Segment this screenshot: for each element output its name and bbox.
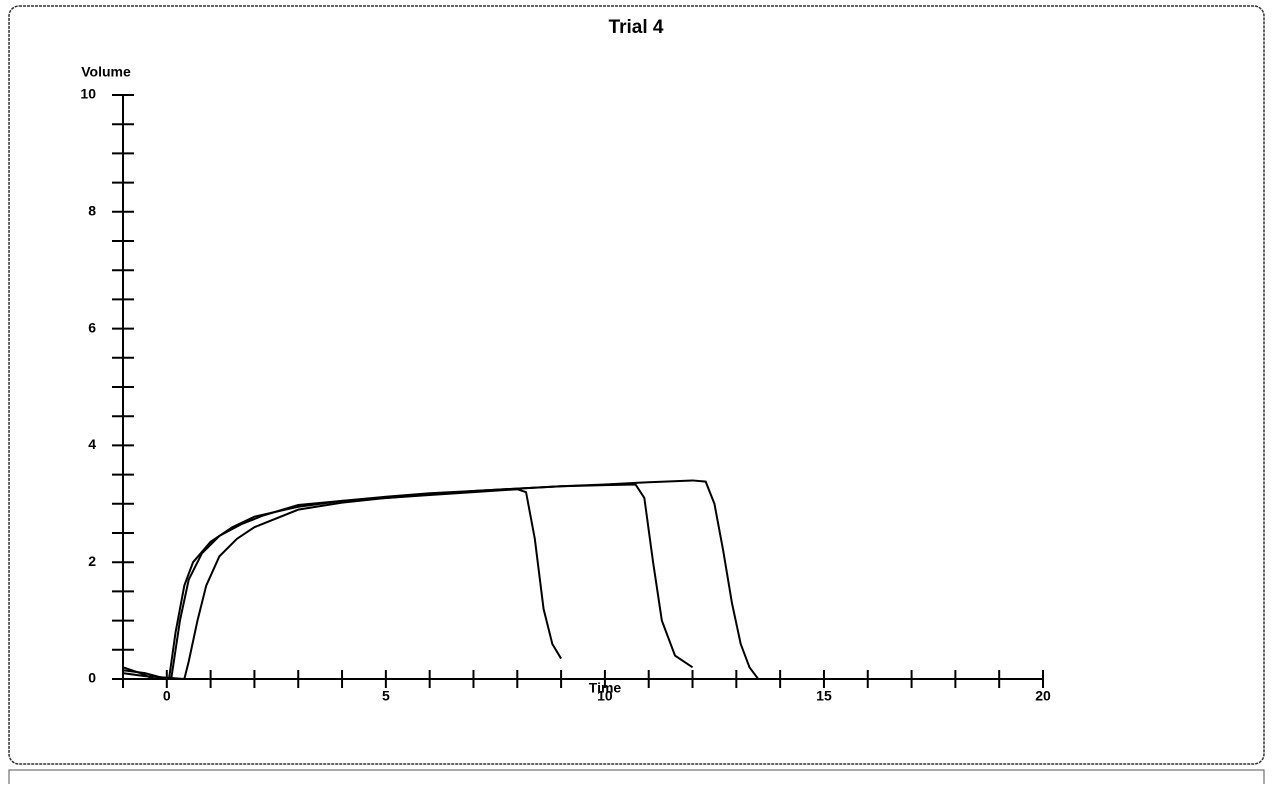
chart-title: Trial 4	[609, 17, 664, 38]
x-tick-label: 20	[1035, 688, 1051, 704]
y-tick-label: 8	[88, 203, 96, 219]
x-tick-label: 10	[597, 688, 613, 704]
y-tick-label: 4	[88, 436, 96, 452]
series-line	[122, 479, 760, 681]
panel-frame	[8, 5, 1265, 765]
button-strip	[8, 769, 1265, 787]
y-tick-label: 0	[88, 670, 96, 686]
series-line	[122, 488, 562, 680]
x-tick-label: 15	[816, 688, 832, 704]
y-tick-label: 10	[80, 86, 96, 102]
series-line	[122, 483, 694, 680]
y-tick-label: 2	[88, 553, 96, 569]
y-axis-label: Volume	[81, 64, 131, 80]
y-tick-label: 6	[88, 319, 96, 335]
x-tick-label: 0	[163, 688, 171, 704]
x-tick-label: 5	[382, 688, 390, 704]
